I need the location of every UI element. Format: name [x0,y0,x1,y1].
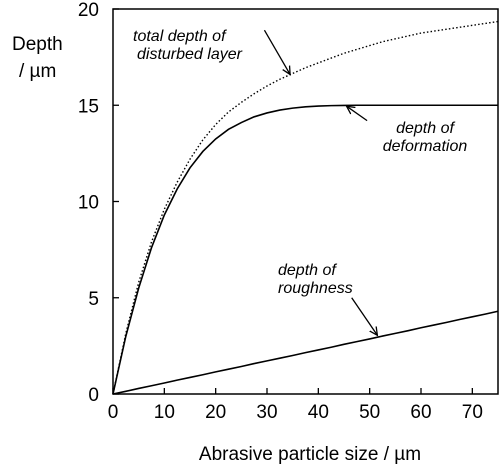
annotation-deformation-arrow [347,106,368,122]
annotation-total-line2: disturbed layer [137,46,243,63]
annotation-roughness-line1: depth of [278,262,337,279]
annotation-roughness-line2: roughness [278,280,353,297]
x-tick-label: 10 [154,402,175,423]
y-tick-label: 20 [78,0,99,21]
y-axis-ticks: 0 5 10 15 20 [78,0,119,406]
series-layer [112,20,499,395]
x-tick-label: 30 [256,402,277,423]
y-axis-label-line1: Depth [12,34,63,55]
x-tick-label: 60 [410,402,431,423]
annotation-total-line1: total depth of [133,28,227,45]
y-tick-label: 10 [78,193,99,214]
series-line-deformation [112,104,498,395]
x-tick-label: 70 [462,402,483,423]
y-tick-label: 15 [78,96,99,117]
x-axis-label: Abrasive particle size / µm [199,444,421,465]
x-tick-label: 50 [359,402,380,423]
annotation-deformation-line1: depth of [396,120,455,137]
y-axis-label-line2: / µm [19,61,56,82]
annotation-total-arrow [263,29,290,74]
x-tick-label: 20 [205,402,226,423]
series-line-roughness [112,310,499,395]
series-line-total [112,20,499,395]
x-axis-ticks: 0 10 20 30 40 50 60 70 [108,388,483,423]
y-tick-label: 5 [88,289,99,310]
y-tick-label: 0 [88,385,99,406]
annotation-roughness-arrow [351,297,378,336]
x-tick-label: 40 [308,402,329,423]
x-tick-label: 0 [108,402,119,423]
annotation-deformation-line2: deformation [383,138,468,155]
